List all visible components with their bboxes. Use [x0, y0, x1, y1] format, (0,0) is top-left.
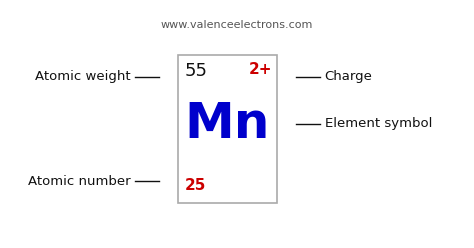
- Text: Element symbol: Element symbol: [325, 118, 432, 130]
- Bar: [178, 55, 277, 203]
- Text: Atomic weight: Atomic weight: [35, 70, 130, 83]
- Text: 55: 55: [185, 62, 208, 80]
- Text: www.valenceelectrons.com: www.valenceelectrons.com: [161, 20, 313, 30]
- Text: 25: 25: [185, 179, 206, 193]
- Text: Mn: Mn: [185, 100, 270, 148]
- Text: 2+: 2+: [249, 62, 273, 77]
- Text: Charge: Charge: [325, 70, 373, 83]
- Text: Atomic number: Atomic number: [27, 175, 130, 187]
